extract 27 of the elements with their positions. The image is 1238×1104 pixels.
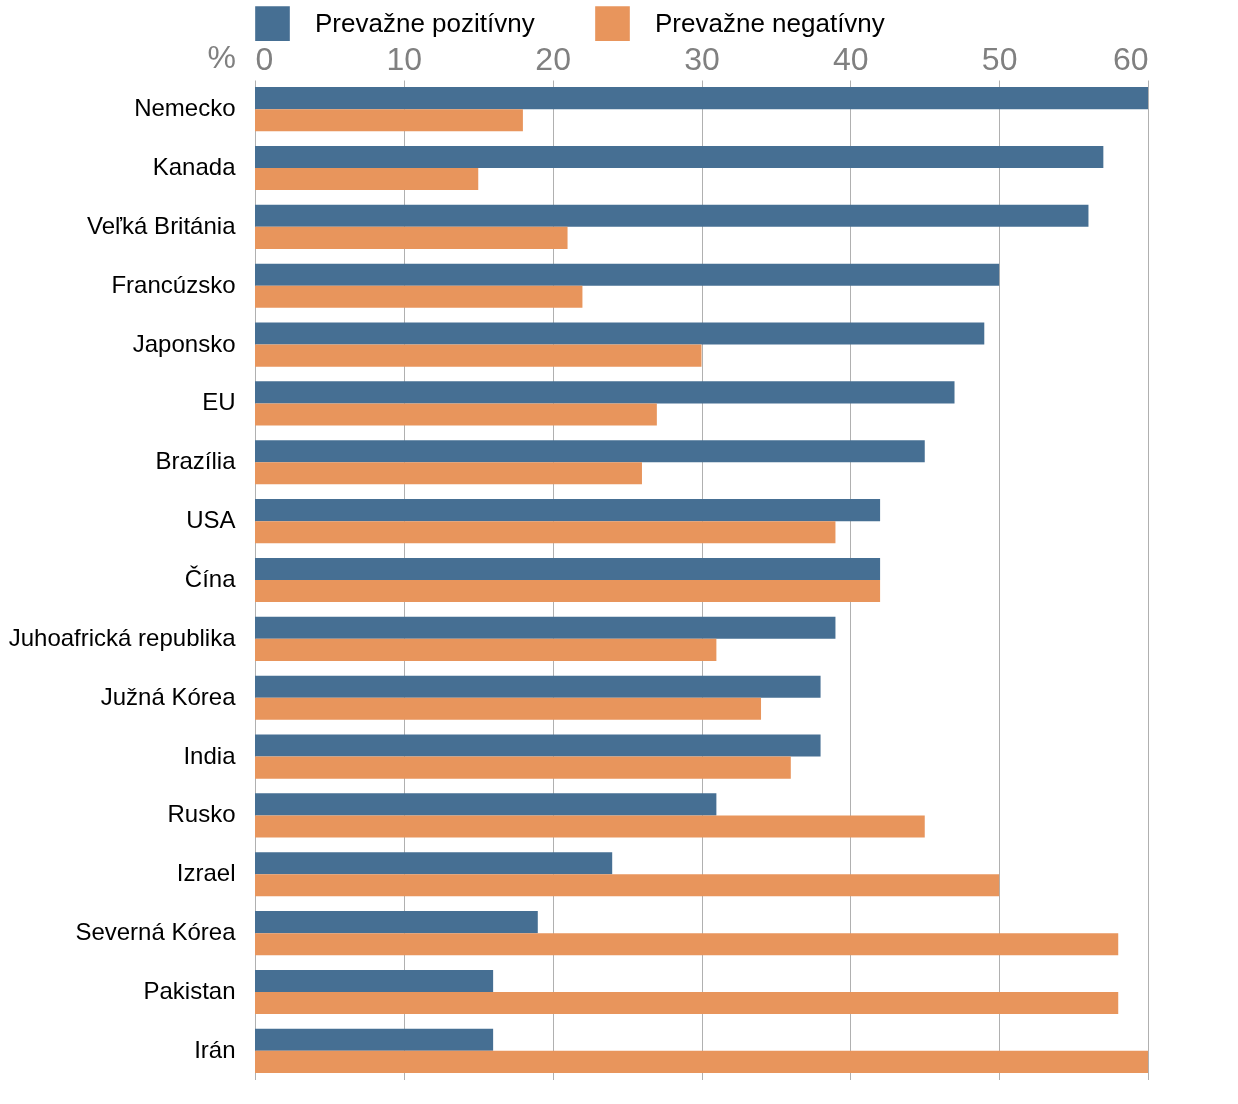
x-tick-label: 10 [386, 40, 423, 77]
y-tick-label: Juhoafrická republika [8, 623, 237, 651]
legend-label: Prevažne negatívny [655, 7, 885, 38]
x-tick-label: 0 [255, 40, 274, 77]
y-tick-label: Pakistan [143, 977, 236, 1005]
y-tick-label: Rusko [167, 800, 236, 828]
y-tick-label: USA [186, 506, 236, 534]
y-tick-label: Irán [194, 1035, 236, 1063]
y-tick-label: Nemecko [134, 94, 236, 122]
y-tick-label: Južná Kórea [100, 682, 237, 710]
x-axis-title: % [207, 38, 236, 75]
x-tick-label: 20 [535, 40, 571, 77]
y-tick-label: Veľká Británia [87, 211, 237, 239]
y-tick-label: Japonsko [132, 329, 236, 357]
x-tick-label: 50 [981, 40, 1018, 77]
y-tick-label: EU [202, 388, 236, 416]
y-tick-label: Severná Kórea [75, 918, 237, 946]
y-tick-label: Brazília [155, 447, 237, 475]
legend-label: Prevažne pozitívny [315, 7, 535, 38]
x-tick-label: 30 [684, 40, 720, 77]
y-tick-label: Kanada [152, 152, 237, 180]
y-tick-label: Izrael [176, 859, 236, 887]
y-tick-label: Čína [184, 565, 237, 592]
y-tick-label: India [183, 741, 237, 769]
y-tick-label: Francúzsko [111, 270, 236, 298]
x-tick-label: 40 [833, 40, 869, 77]
x-tick-label: 60 [1112, 40, 1149, 77]
